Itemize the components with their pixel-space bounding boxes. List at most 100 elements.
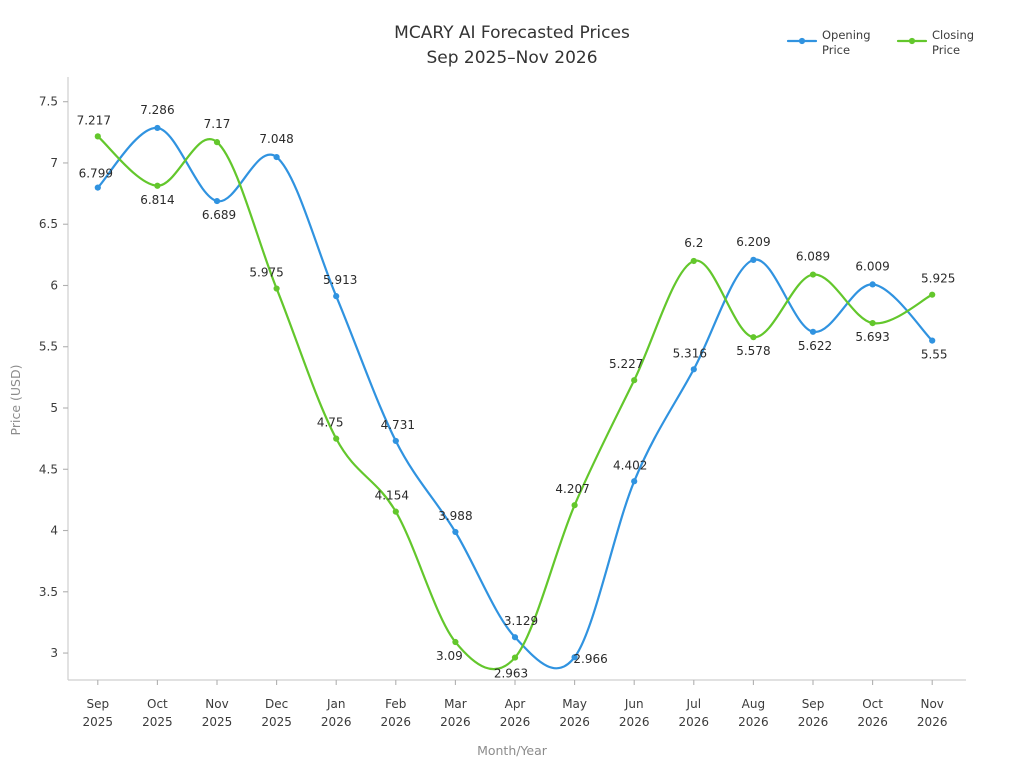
data-point[interactable]	[690, 366, 697, 373]
y-tick-label: 7.5	[39, 95, 58, 109]
x-tick-label-month: May	[562, 697, 587, 711]
data-point-label: 4.207	[555, 482, 589, 496]
chart-subtitle: Sep 2025–Nov 2026	[426, 48, 597, 68]
x-tick-label-year: 2026	[917, 715, 948, 729]
x-axis-title: Month/Year	[477, 743, 548, 758]
x-tick-label-month: Aug	[742, 697, 765, 711]
x-tick-label-month: Nov	[920, 697, 943, 711]
data-point-label: 2.963	[494, 667, 528, 681]
data-point-label: 6.814	[140, 193, 174, 207]
data-point[interactable]	[571, 654, 578, 661]
data-point[interactable]	[511, 654, 519, 661]
data-point-label: 7.217	[77, 113, 111, 127]
y-tick-label: 5	[50, 401, 58, 415]
data-point[interactable]	[631, 478, 638, 485]
data-point[interactable]	[869, 319, 876, 327]
data-point[interactable]	[750, 256, 757, 263]
y-axis: 3 3.5 4 4.5 5 5.5 6 6.5 7 7.5	[39, 95, 68, 660]
x-tick-label-year: 2026	[440, 715, 471, 729]
data-point-label: 5.55	[921, 348, 948, 362]
data-point-label: 7.286	[140, 103, 174, 117]
data-point[interactable]	[571, 502, 578, 509]
x-tick-label-year: 2026	[500, 715, 531, 729]
y-tick-label: 3.5	[39, 585, 58, 599]
data-point-label: 4.75	[317, 416, 344, 430]
data-point-label: 6.2	[684, 236, 703, 250]
data-point-label: 5.227	[609, 357, 643, 371]
data-point[interactable]	[511, 634, 519, 641]
data-point-label: 5.693	[855, 330, 889, 344]
data-point[interactable]	[452, 638, 459, 646]
data-point[interactable]	[213, 197, 221, 205]
x-tick-label-year: 2026	[619, 715, 650, 729]
chart-series	[94, 124, 936, 671]
data-point[interactable]	[631, 377, 638, 384]
axis-spines	[67, 77, 966, 681]
data-point-label: 5.975	[249, 266, 283, 280]
data-point[interactable]	[750, 334, 757, 341]
data-point[interactable]	[929, 337, 936, 344]
x-tick-label-year: 2026	[559, 715, 590, 729]
data-point-label: 3.09	[436, 649, 463, 663]
data-point[interactable]	[154, 124, 161, 132]
data-point-label: 5.316	[673, 346, 707, 360]
y-tick-label: 6	[50, 278, 58, 292]
data-point-label: 7.048	[259, 132, 293, 146]
y-tick-label: 6.5	[39, 217, 58, 231]
x-tick-label-month: Sep	[802, 697, 825, 711]
data-point[interactable]	[929, 291, 936, 298]
legend-label-line2: Price	[822, 43, 850, 57]
data-point-label: 3.988	[438, 509, 472, 523]
legend-marker-icon	[908, 37, 916, 45]
x-tick-label-month: Mar	[444, 697, 467, 711]
x-tick-label-year: 2026	[857, 715, 888, 729]
x-tick-label-year: 2026	[679, 715, 710, 729]
series-closing-price	[94, 133, 936, 671]
data-point[interactable]	[869, 281, 876, 288]
legend-label-line1: Closing	[932, 28, 974, 42]
data-point-label: 3.129	[504, 614, 538, 628]
data-point-label: 4.402	[613, 458, 647, 472]
data-point[interactable]	[392, 508, 399, 515]
data-point[interactable]	[690, 257, 697, 265]
data-point-label: 5.925	[921, 272, 955, 286]
data-point[interactable]	[94, 184, 101, 191]
data-point-label: 6.209	[736, 235, 770, 249]
x-tick-label-year: 2026	[738, 715, 769, 729]
data-point[interactable]	[392, 437, 399, 445]
y-tick-label: 7	[50, 156, 58, 170]
data-point[interactable]	[333, 293, 340, 300]
chart-title-group: MCARY AI Forecasted Prices Sep 2025–Nov …	[394, 23, 630, 68]
data-point-label: 4.731	[381, 418, 415, 432]
x-tick-label-month: Nov	[205, 697, 228, 711]
data-point-label: 2.966	[573, 652, 607, 666]
x-tick-label-month: Sep	[86, 697, 109, 711]
data-point-label: 6.689	[202, 208, 236, 222]
x-tick-label-year: 2025	[261, 715, 292, 729]
data-point-label: 6.009	[855, 259, 889, 273]
data-point[interactable]	[452, 528, 459, 536]
data-point-label: 4.154	[375, 489, 409, 503]
data-point[interactable]	[273, 285, 280, 292]
x-axis: Sep 2025 Oct 2025 Nov 2025 Dec 2025 Jan 2026 Feb 20…	[83, 680, 948, 729]
x-tick-label-month: Dec	[265, 697, 288, 711]
data-point[interactable]	[273, 153, 280, 161]
data-point[interactable]	[333, 435, 340, 442]
chart-title: MCARY AI Forecasted Prices	[394, 23, 630, 43]
x-tick-label-year: 2025	[83, 715, 114, 729]
data-point-labels: 6.799 7.286 6.689 7.048 5.913 4.731 3.988 3.129…	[77, 103, 956, 681]
data-point[interactable]	[154, 182, 161, 189]
data-point[interactable]	[809, 328, 817, 335]
x-tick-label-month: Jun	[624, 697, 644, 711]
data-point[interactable]	[213, 139, 221, 146]
x-tick-label-month: Feb	[385, 697, 406, 711]
y-tick-label: 4.5	[39, 462, 58, 476]
data-point-label: 6.089	[796, 250, 830, 264]
data-point[interactable]	[809, 271, 817, 278]
data-point[interactable]	[94, 133, 101, 140]
